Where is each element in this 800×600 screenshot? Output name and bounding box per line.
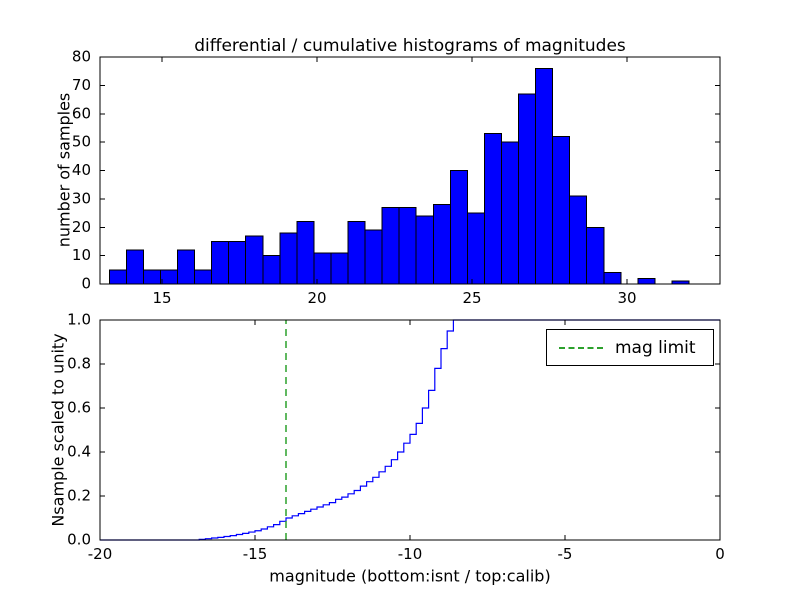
histogram-bar	[330, 252, 349, 285]
top-ylabel: number of samples	[54, 92, 74, 248]
histogram-bar	[449, 170, 468, 285]
histogram-bar	[398, 206, 417, 285]
histogram-bar	[603, 272, 622, 285]
bottom-xtick-label: -5	[558, 545, 573, 563]
bottom-xtick-label: -15	[243, 545, 268, 563]
histogram-bar	[228, 240, 247, 285]
histogram-bar	[313, 252, 332, 285]
histogram-bar	[262, 255, 281, 285]
histogram-bar	[381, 206, 400, 285]
histogram-bar	[432, 204, 451, 285]
histogram-bar	[211, 240, 230, 285]
histogram-bar	[245, 235, 264, 285]
bottom-axes-frame	[99, 319, 721, 541]
top-axes-frame	[99, 56, 721, 285]
histogram-bar	[518, 93, 537, 285]
cumulative-step-line	[100, 319, 720, 541]
legend-label: mag limit	[615, 337, 696, 358]
bottom-ytick-label: 0.2	[67, 487, 91, 505]
legend: mag limit	[546, 329, 714, 366]
bottom-xtick-label: -10	[398, 545, 423, 563]
histogram-bar	[159, 269, 178, 285]
bottom-xlabel: magnitude (bottom:isnt / top:calib)	[269, 566, 551, 586]
top-xtick-label: 25	[462, 289, 481, 307]
histogram-bar	[177, 249, 196, 285]
histogram-bar	[535, 67, 554, 285]
chart-title: differential / cumulative histograms of …	[194, 36, 626, 56]
histogram-bar	[500, 141, 520, 285]
histogram-bar	[142, 269, 161, 285]
histogram-bar	[347, 221, 366, 285]
histogram-bar	[483, 133, 502, 285]
bottom-xtick-label: -20	[88, 545, 113, 563]
top-ytick-label: 70	[72, 76, 91, 94]
bottom-ytick-label: 0.6	[67, 399, 91, 417]
histogram-bar	[296, 221, 315, 285]
top-ytick-label: 80	[72, 48, 91, 66]
histogram-bar	[108, 269, 127, 285]
mag-limit-line-sample	[559, 346, 603, 349]
top-ytick-label: 30	[72, 189, 91, 207]
histogram-bar	[194, 269, 213, 285]
top-xtick-label: 20	[307, 289, 326, 307]
histogram-bar	[586, 226, 605, 285]
bottom-ytick-label: 0.4	[67, 443, 91, 461]
histogram-bar	[466, 212, 485, 285]
histogram-bar	[415, 215, 434, 285]
histogram-bar	[552, 135, 571, 285]
bottom-ytick-label: 0.8	[67, 355, 91, 373]
top-xtick-label: 30	[617, 289, 636, 307]
histogram-bar	[637, 277, 656, 285]
bottom-ytick-label: 1.0	[67, 311, 91, 329]
top-ytick-label: 0	[81, 275, 91, 293]
bottom-ytick-label: 0.0	[67, 531, 91, 549]
histogram-bar	[364, 229, 383, 285]
histogram-bar	[279, 232, 298, 285]
top-ytick-label: 20	[72, 218, 91, 236]
histogram-bar	[569, 195, 588, 285]
top-ytick-label: 60	[72, 104, 91, 122]
top-ytick-label: 10	[72, 246, 91, 264]
bottom-xtick-label: 0	[715, 545, 725, 563]
top-ytick-label: 40	[72, 161, 91, 179]
histogram-bar	[125, 249, 144, 285]
top-ytick-label: 50	[72, 133, 91, 151]
top-xtick-label: 15	[152, 289, 171, 307]
bottom-ylabel: Nsample scaled to unity	[48, 333, 68, 527]
